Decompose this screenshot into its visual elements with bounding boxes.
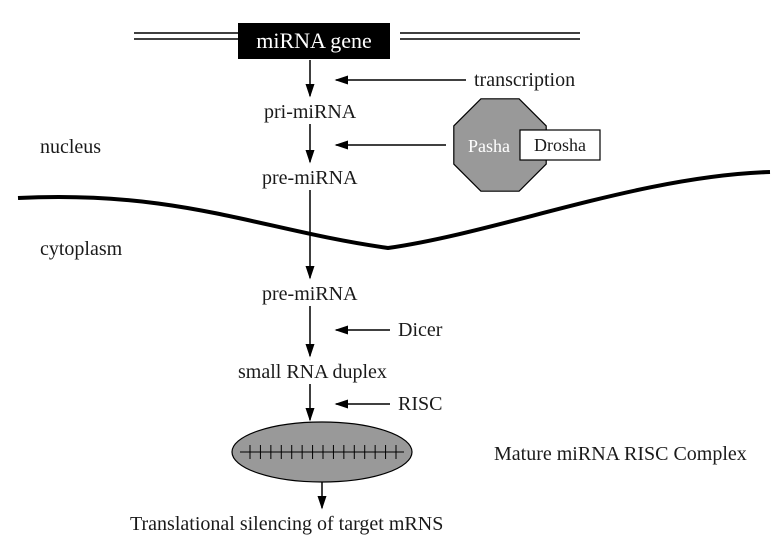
label-small-rna-duplex: small RNA duplex bbox=[238, 361, 387, 383]
label-pri-mirna: pri-miRNA bbox=[264, 101, 357, 123]
label-mature-complex: Mature miRNA RISC Complex bbox=[494, 443, 747, 465]
label-risc: RISC bbox=[398, 393, 442, 415]
label-pre-mirna-cytoplasm: pre-miRNA bbox=[262, 283, 358, 305]
mirna-gene-label: miRNA gene bbox=[256, 28, 372, 53]
nuclear-membrane bbox=[18, 172, 770, 248]
label-pre-mirna-nucleus: pre-miRNA bbox=[262, 167, 358, 189]
pasha-drosha-complex: Pasha Drosha bbox=[454, 99, 600, 191]
label-nucleus: nucleus bbox=[40, 136, 101, 158]
label-transcription: transcription bbox=[474, 69, 575, 91]
label-translational-silencing: Translational silencing of target mRNS bbox=[130, 513, 443, 535]
label-drosha: Drosha bbox=[534, 135, 586, 155]
mirna-gene-box: miRNA gene bbox=[238, 23, 390, 59]
risc-complex-ellipse bbox=[232, 422, 412, 482]
label-dicer: Dicer bbox=[398, 319, 443, 341]
label-cytoplasm: cytoplasm bbox=[40, 238, 123, 260]
label-pasha: Pasha bbox=[468, 136, 510, 156]
